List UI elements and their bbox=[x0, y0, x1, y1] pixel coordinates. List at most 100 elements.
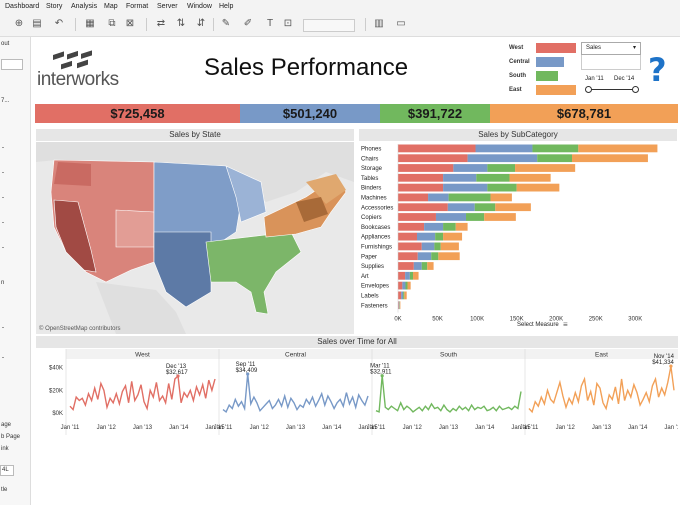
bar-west[interactable] bbox=[398, 154, 468, 163]
bar-south[interactable] bbox=[476, 173, 510, 182]
annotation-point[interactable] bbox=[380, 374, 384, 378]
bar-south[interactable] bbox=[448, 193, 491, 202]
help-icon[interactable]: ? bbox=[648, 51, 667, 89]
bar-east[interactable] bbox=[578, 144, 658, 153]
bar-west[interactable] bbox=[398, 193, 429, 202]
menu-map[interactable]: Map bbox=[104, 3, 118, 10]
legend-swatch-west[interactable] bbox=[536, 43, 576, 53]
bar-east[interactable] bbox=[484, 213, 516, 221]
bar-east[interactable] bbox=[515, 164, 576, 172]
sort-ascending-icon[interactable]: ⇅ bbox=[176, 18, 186, 29]
bar-west[interactable] bbox=[398, 252, 418, 261]
bar-south[interactable] bbox=[409, 271, 414, 280]
highlight-icon[interactable]: ✎ bbox=[221, 18, 231, 29]
bar-east[interactable] bbox=[407, 281, 411, 290]
bar-central[interactable] bbox=[398, 301, 400, 310]
sidebar-field[interactable] bbox=[0, 465, 14, 476]
sort-descending-icon[interactable]: ⇵ bbox=[196, 18, 206, 29]
bar-west[interactable] bbox=[398, 262, 414, 270]
legend-swatch-east[interactable] bbox=[536, 85, 576, 95]
sales-by-state-map[interactable]: © OpenStreetMap contributors bbox=[36, 142, 354, 334]
bar-east[interactable] bbox=[509, 173, 551, 182]
date-range-slider-track[interactable] bbox=[588, 89, 636, 90]
presentation-icon[interactable]: ▭ bbox=[396, 18, 406, 29]
bar-south[interactable] bbox=[466, 213, 485, 221]
bar-south[interactable] bbox=[431, 252, 439, 261]
group-icon[interactable]: ✐ bbox=[243, 18, 253, 29]
bar-central[interactable] bbox=[416, 232, 436, 241]
show-labels-icon[interactable]: T bbox=[266, 18, 274, 29]
sort-icon[interactable]: ≡ bbox=[563, 320, 568, 329]
annotation-point[interactable] bbox=[176, 374, 180, 378]
duplicate-sheet-icon[interactable]: ⧉ bbox=[108, 18, 116, 29]
bar-west[interactable] bbox=[398, 301, 399, 310]
bar-east[interactable] bbox=[438, 252, 460, 261]
bar-south[interactable] bbox=[532, 144, 579, 153]
menu-window[interactable]: Window bbox=[187, 3, 212, 10]
select-measure-label[interactable]: Select Measure bbox=[517, 322, 559, 328]
bar-west[interactable] bbox=[398, 144, 476, 153]
bar-south[interactable] bbox=[487, 164, 516, 172]
bar-south[interactable] bbox=[434, 242, 441, 251]
fit-dropdown[interactable] bbox=[303, 19, 355, 32]
menu-analysis[interactable]: Analysis bbox=[71, 3, 98, 10]
bar-south[interactable] bbox=[474, 203, 496, 212]
bar-west[interactable] bbox=[398, 164, 454, 172]
bar-south[interactable] bbox=[403, 291, 405, 300]
annotation-point[interactable] bbox=[246, 372, 250, 376]
bar-south[interactable] bbox=[487, 183, 517, 192]
kpi-central[interactable]: $501,240 bbox=[240, 104, 380, 123]
kpi-east[interactable]: $678,781 bbox=[490, 104, 678, 123]
swap-icon[interactable]: ⇄ bbox=[156, 18, 166, 29]
bar-central[interactable] bbox=[401, 291, 404, 300]
new-worksheet-icon[interactable]: ▦ bbox=[85, 18, 95, 29]
bar-east[interactable] bbox=[455, 222, 468, 231]
bar-central[interactable] bbox=[405, 271, 410, 280]
line-central[interactable] bbox=[222, 373, 369, 413]
bar-south[interactable] bbox=[435, 232, 444, 241]
bar-central[interactable] bbox=[475, 144, 533, 153]
bar-central[interactable] bbox=[417, 252, 432, 261]
clear-sheet-icon[interactable]: ⊠ bbox=[125, 18, 135, 29]
menu-server[interactable]: Server bbox=[157, 3, 178, 10]
bar-east[interactable] bbox=[572, 154, 648, 163]
annotation-point[interactable] bbox=[669, 364, 673, 368]
bar-west[interactable] bbox=[398, 242, 422, 251]
bar-central[interactable] bbox=[413, 262, 422, 270]
bar-east[interactable] bbox=[427, 262, 434, 270]
legend-swatch-south[interactable] bbox=[536, 71, 558, 81]
kpi-west[interactable]: $725,458 bbox=[35, 104, 240, 123]
line-west[interactable] bbox=[69, 374, 216, 412]
bar-south[interactable] bbox=[443, 222, 456, 231]
bar-south[interactable] bbox=[405, 281, 408, 290]
kpi-south[interactable]: $391,722 bbox=[380, 104, 490, 123]
bar-central[interactable] bbox=[453, 164, 488, 172]
measure-select[interactable]: Sales ▾ bbox=[581, 42, 641, 55]
bar-east[interactable] bbox=[440, 242, 459, 251]
bar-east[interactable] bbox=[404, 291, 407, 300]
bar-west[interactable] bbox=[398, 183, 444, 192]
bar-east[interactable] bbox=[399, 301, 401, 310]
new-data-source-icon[interactable]: ⊕ bbox=[14, 18, 24, 29]
bar-west[interactable] bbox=[398, 271, 406, 280]
bar-east[interactable] bbox=[495, 203, 531, 212]
bar-west[interactable] bbox=[398, 222, 425, 231]
sidebar-field[interactable] bbox=[1, 59, 23, 70]
bar-central[interactable] bbox=[447, 203, 475, 212]
menu-dashboard[interactable]: Dashboard bbox=[5, 3, 40, 10]
bar-east[interactable] bbox=[443, 232, 463, 241]
bar-central[interactable] bbox=[402, 281, 406, 290]
bar-central[interactable] bbox=[424, 222, 444, 231]
date-range-end-handle[interactable] bbox=[632, 86, 639, 93]
bar-central[interactable] bbox=[443, 173, 477, 182]
bar-east[interactable] bbox=[490, 193, 512, 202]
line-south[interactable] bbox=[375, 375, 522, 413]
bar-central[interactable] bbox=[435, 213, 467, 221]
sales-by-subcategory-chart[interactable]: Phones Chairs Storage Tables Binders Machines… bbox=[359, 142, 677, 334]
bar-east[interactable] bbox=[516, 183, 560, 192]
bar-west[interactable] bbox=[398, 281, 403, 290]
menu-story[interactable]: Story bbox=[46, 3, 63, 10]
fix-axes-icon[interactable]: ⊡ bbox=[283, 18, 293, 29]
menu-help[interactable]: Help bbox=[219, 3, 234, 10]
